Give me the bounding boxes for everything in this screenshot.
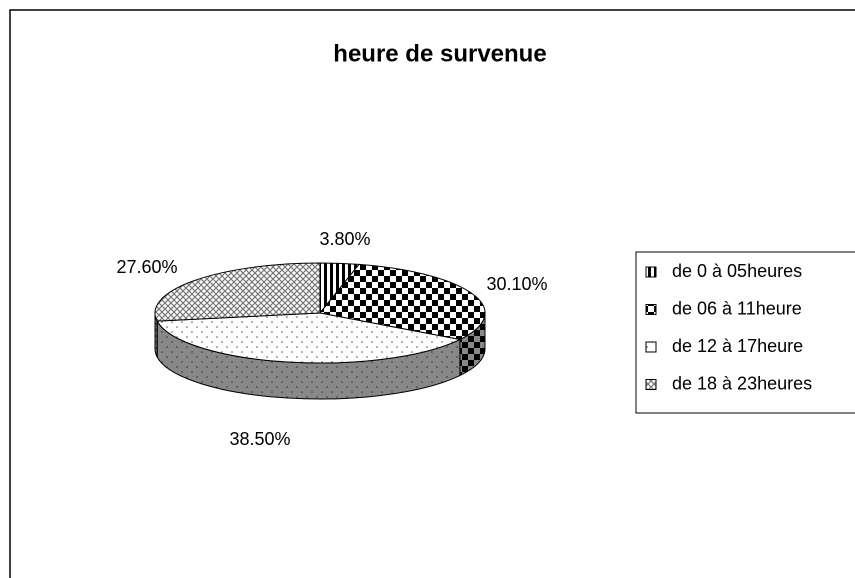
data-label: 30.10% (486, 274, 547, 294)
legend-label: de 18 à 23heures (672, 373, 812, 393)
legend-swatch (645, 304, 657, 315)
data-label: 27.60% (116, 257, 177, 277)
legend-label: de 0 à 05heures (672, 261, 802, 281)
legend-swatch (645, 341, 657, 353)
legend-swatch (645, 379, 657, 390)
legend-label: de 12 à 17heure (672, 336, 803, 356)
pie-slice (154, 262, 321, 322)
data-label: 38.50% (229, 429, 290, 449)
pie-slice (156, 312, 462, 364)
legend-swatch (645, 266, 657, 278)
legend-label: de 06 à 11heure (672, 298, 802, 318)
data-label: 3.80% (319, 229, 370, 249)
chart-title: heure de survenue (333, 40, 546, 67)
legend (635, 251, 855, 414)
